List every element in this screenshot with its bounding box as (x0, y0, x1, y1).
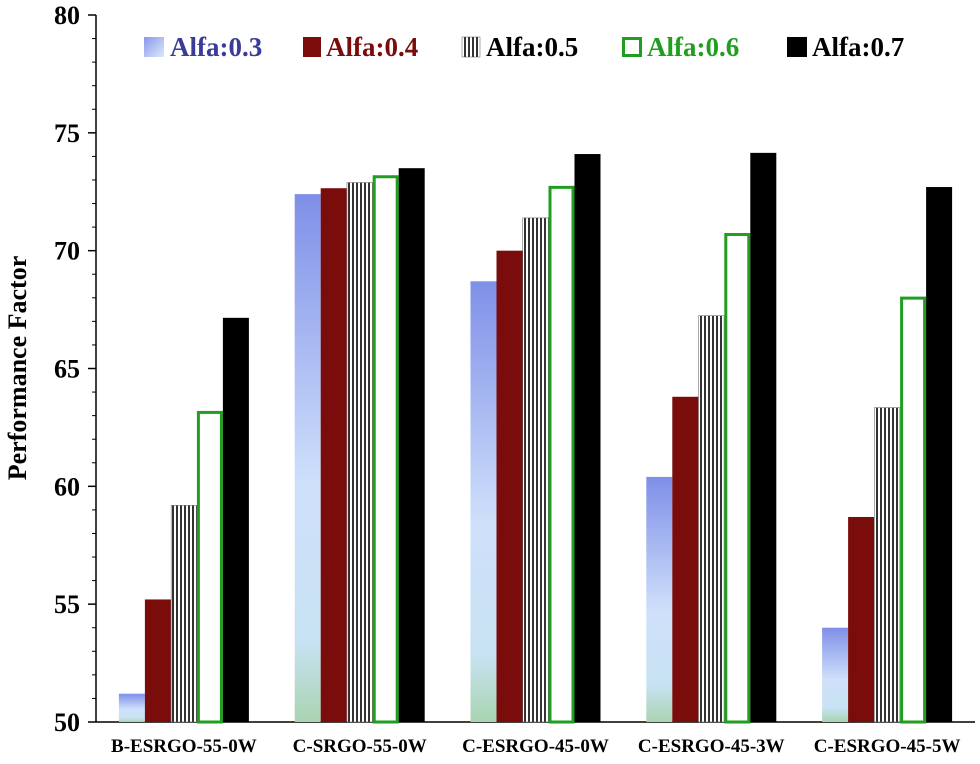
bar (118, 693, 145, 722)
bar (320, 188, 347, 723)
y-tick-label: 65 (54, 355, 80, 384)
bar (144, 599, 171, 722)
y-tick-label: 50 (54, 708, 80, 737)
y-tick-label: 55 (54, 590, 80, 619)
bar-group (646, 152, 777, 724)
bar (646, 476, 673, 722)
bar (470, 281, 497, 722)
bar (874, 407, 901, 723)
bar (848, 516, 875, 722)
legend-swatch (787, 37, 807, 57)
bar-group (470, 154, 601, 724)
bar (698, 315, 725, 723)
y-tick-label: 80 (54, 1, 80, 30)
bar (196, 410, 223, 724)
x-tick-label: C-SRGO-55-0W (293, 736, 427, 757)
y-tick-label: 75 (54, 119, 80, 148)
legend-swatch (622, 37, 642, 57)
legend-item: Alfa:0.4 (303, 32, 418, 62)
y-tick-label: 70 (54, 237, 80, 266)
bar (170, 505, 197, 723)
bar-group (822, 187, 953, 724)
bar (822, 627, 849, 722)
legend-label: Alfa:0.5 (486, 32, 578, 62)
bar-group (118, 317, 249, 724)
bar (222, 317, 249, 722)
legend-item: Alfa:0.6 (622, 32, 739, 62)
bar (346, 182, 373, 723)
bar (496, 250, 523, 722)
y-tick-label: 60 (54, 472, 80, 501)
x-tick-label: B-ESRGO-55-0W (111, 736, 257, 757)
bar (750, 152, 777, 723)
bar (522, 217, 549, 723)
bar (372, 175, 399, 724)
legend-label: Alfa:0.7 (812, 32, 904, 62)
legend-swatch (303, 37, 321, 57)
bar-group (294, 168, 425, 724)
bar (900, 296, 927, 724)
legend-swatch (461, 36, 481, 58)
bar (724, 232, 751, 724)
legend-label: Alfa:0.3 (170, 32, 262, 62)
legend: Alfa:0.3 Alfa:0.4 Alfa:0.5 Alfa:0.6 Alfa:0.7 (144, 32, 904, 62)
legend-item: Alfa:0.7 (787, 32, 904, 62)
x-tick-label: C-ESRGO-45-0W (462, 736, 609, 757)
bar (398, 168, 425, 722)
bar (548, 185, 575, 724)
bar (672, 396, 699, 722)
bar (574, 154, 601, 722)
x-tick-label: C-ESRGO-45-3W (638, 736, 785, 757)
y-axis-title: Performance Factor (3, 256, 32, 480)
legend-swatch (144, 37, 164, 57)
bar (926, 187, 953, 722)
legend-label: Alfa:0.4 (326, 32, 418, 62)
bars (118, 152, 953, 724)
x-tick-label: C-ESRGO-45-5W (814, 736, 961, 757)
x-tick-labels: B-ESRGO-55-0W C-SRGO-55-0W C-ESRGO-45-0W C-… (111, 736, 960, 757)
bar (294, 194, 321, 722)
legend-label: Alfa:0.6 (647, 32, 739, 62)
legend-item: Alfa:0.5 (461, 32, 578, 62)
y-tick-labels: 50 55 60 65 70 75 80 (54, 1, 80, 737)
legend-item: Alfa:0.3 (144, 32, 262, 62)
